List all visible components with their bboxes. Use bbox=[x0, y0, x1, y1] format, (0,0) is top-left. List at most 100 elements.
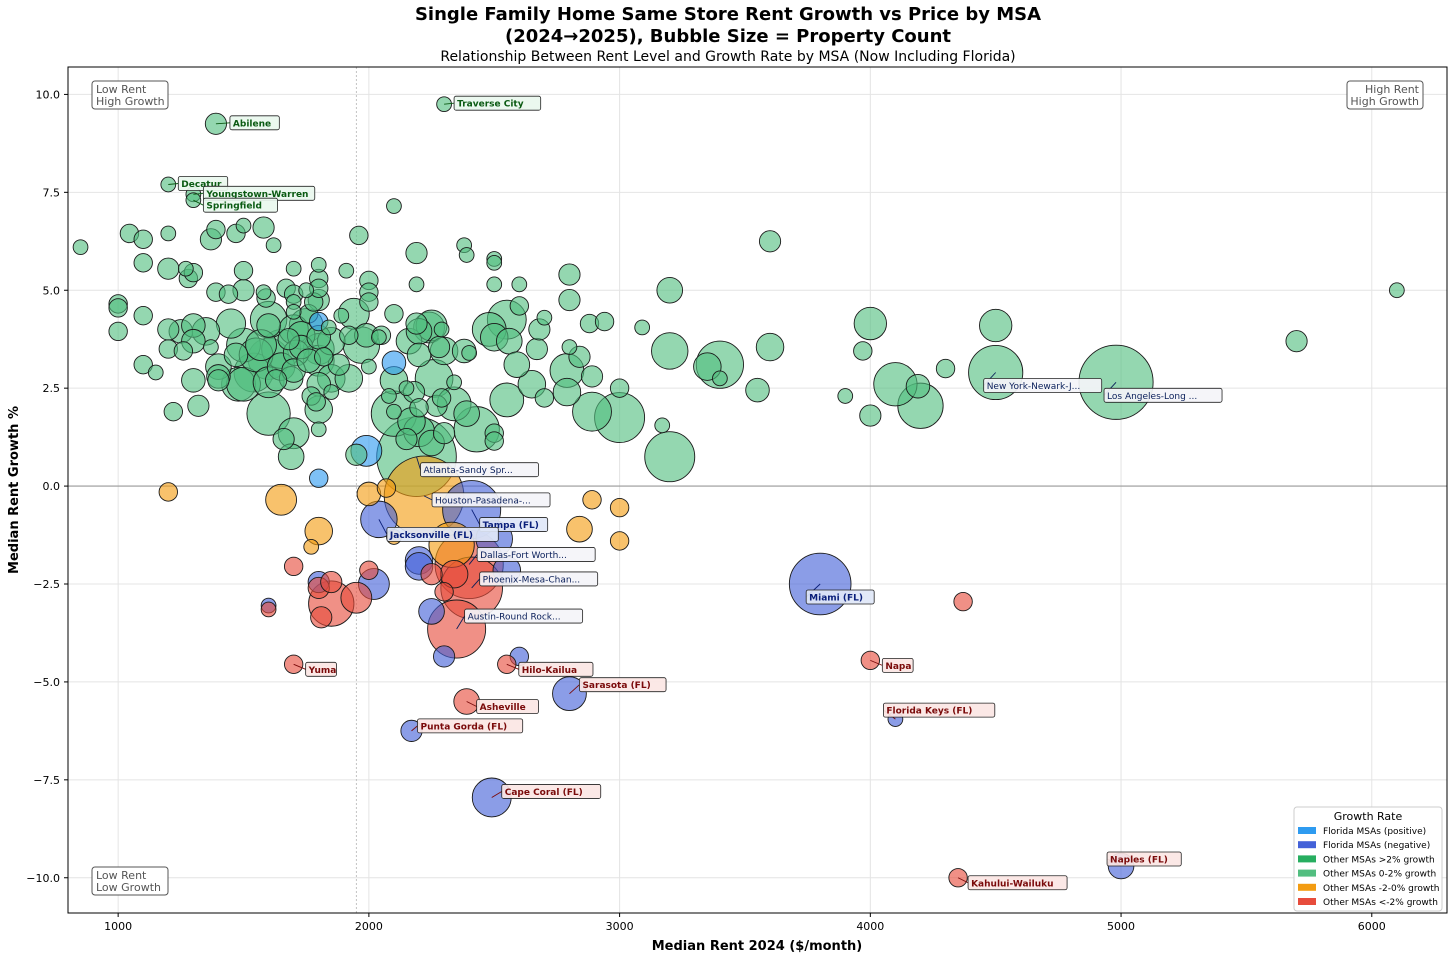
legend[interactable]: Growth Rate Florida MSAs (positive) Florid… bbox=[1293, 806, 1443, 912]
msa-bubble bbox=[428, 335, 451, 359]
msa-bubble bbox=[349, 225, 369, 246]
msa-bubble bbox=[340, 581, 373, 614]
corner-box bbox=[91, 866, 169, 896]
annotation-label: New York-Newark-J... bbox=[987, 382, 1081, 392]
msa-bubble bbox=[609, 378, 630, 398]
annotation-label: Hilo-Kailua bbox=[522, 666, 577, 676]
annotation-label: Los Angeles-Long ... bbox=[1107, 392, 1197, 402]
legend-item-label: Florida MSAs (negative) bbox=[1323, 841, 1430, 851]
msa-bubble bbox=[561, 339, 578, 355]
annotation-arrow bbox=[506, 663, 519, 670]
msa-bubble bbox=[265, 483, 298, 516]
msa-bubble bbox=[953, 591, 973, 612]
annotation-arrow bbox=[569, 684, 580, 695]
msa-bubble bbox=[651, 332, 689, 370]
msa-bubble bbox=[503, 351, 531, 378]
msa-bubble bbox=[486, 254, 503, 271]
annotation-label: Yuma bbox=[308, 666, 337, 676]
chart-title-line1: Single Family Home Same Store Rent Growt… bbox=[414, 4, 1042, 25]
msa-bubble bbox=[381, 350, 407, 375]
msa-bubble bbox=[283, 556, 304, 577]
annotation-box bbox=[464, 608, 584, 624]
legend-item-label: Other MSAs 0-2% growth bbox=[1323, 870, 1436, 880]
msa-bubble bbox=[489, 382, 525, 418]
msa-bubble bbox=[215, 308, 247, 339]
msa-bubble bbox=[338, 262, 355, 279]
annotation-box bbox=[476, 699, 539, 714]
annotation-arrow bbox=[215, 122, 230, 125]
annotation-box bbox=[420, 462, 539, 478]
annotation-arrow bbox=[466, 701, 477, 707]
msa-bubble bbox=[306, 392, 326, 412]
msa-bubble bbox=[431, 388, 452, 408]
msa-bubble bbox=[272, 428, 295, 451]
msa-bubble bbox=[384, 304, 404, 324]
annotation-label: Abilene bbox=[233, 119, 271, 129]
msa-bubble bbox=[310, 256, 327, 273]
annotation-arrow bbox=[491, 791, 502, 798]
annotation-arrow bbox=[870, 659, 883, 666]
legend-swatch bbox=[1298, 827, 1316, 834]
msa-bubble bbox=[157, 318, 180, 341]
annotation-box bbox=[417, 718, 524, 734]
msa-bubble bbox=[108, 321, 128, 342]
msa-bubble bbox=[235, 217, 252, 234]
chart-subtitle: Relationship Between Rent Level and Grow… bbox=[440, 49, 1016, 65]
annotation-label: Springfield bbox=[206, 202, 262, 212]
msa-bubble bbox=[418, 598, 445, 625]
corner-text: High Growth bbox=[96, 95, 165, 108]
msa-bubble bbox=[359, 292, 379, 312]
msa-bubble bbox=[345, 443, 368, 466]
msa-bubble bbox=[72, 239, 89, 256]
annotation-label: Cape Coral (FL) bbox=[505, 788, 583, 798]
msa-bubble bbox=[386, 403, 402, 420]
msa-bubble bbox=[654, 417, 671, 434]
legend-item-label: Other MSAs <-2% growth bbox=[1323, 898, 1438, 908]
msa-bubble bbox=[1389, 282, 1405, 299]
corner-box bbox=[91, 80, 169, 110]
annotation-label: Traverse City bbox=[457, 100, 524, 110]
msa-bubble bbox=[381, 388, 397, 404]
annotation-box bbox=[881, 657, 914, 673]
annotation-arrow bbox=[411, 725, 418, 732]
msa-bubble bbox=[905, 373, 931, 399]
msa-bubble bbox=[339, 325, 359, 345]
annotation-arrow bbox=[168, 183, 179, 185]
corner-text: Low Rent bbox=[96, 869, 147, 882]
x-tick-label: 2000 bbox=[355, 920, 383, 933]
msa-bubble bbox=[511, 276, 528, 293]
annotation-box bbox=[305, 661, 337, 677]
annotation-label: Youngstown-Warren bbox=[205, 190, 308, 200]
legend-item-label: Florida MSAs (positive) bbox=[1323, 827, 1426, 837]
annotation-label: Phoenix-Mesa-Chan... bbox=[483, 575, 581, 585]
msa-bubble bbox=[260, 601, 277, 618]
y-tick-label: 2.5 bbox=[43, 382, 61, 395]
msa-bubble bbox=[333, 307, 350, 324]
msa-bubble bbox=[446, 374, 462, 391]
corner-box bbox=[1346, 80, 1424, 110]
msa-bubble bbox=[558, 288, 581, 312]
msa-bubble bbox=[609, 497, 630, 518]
annotation-label: Naples (FL) bbox=[1110, 856, 1168, 866]
corner-text: High Growth bbox=[1350, 95, 1419, 108]
y-tick-label: 10.0 bbox=[36, 88, 61, 101]
legend-swatch bbox=[1298, 898, 1316, 905]
annotations: Traverse City Abilene DecaturYoungstown-Wa… bbox=[168, 95, 1223, 891]
msa-bubble bbox=[133, 253, 153, 273]
annotation-arrow bbox=[471, 509, 481, 525]
msa-bubble bbox=[223, 342, 249, 368]
msa-bubble bbox=[309, 468, 329, 488]
msa-bubble bbox=[376, 478, 397, 498]
msa-bubble bbox=[712, 370, 728, 387]
x-tick-label: 4000 bbox=[856, 920, 884, 933]
msa-bubble bbox=[484, 431, 504, 451]
corner-text: High Rent bbox=[1365, 83, 1420, 96]
msa-bubble bbox=[206, 219, 226, 240]
msa-bubble bbox=[310, 421, 327, 438]
annotation-box bbox=[983, 378, 1103, 393]
y-tick-label: 0.0 bbox=[43, 480, 61, 493]
annotation-box bbox=[202, 197, 278, 213]
x-tick-label: 6000 bbox=[1358, 920, 1386, 933]
